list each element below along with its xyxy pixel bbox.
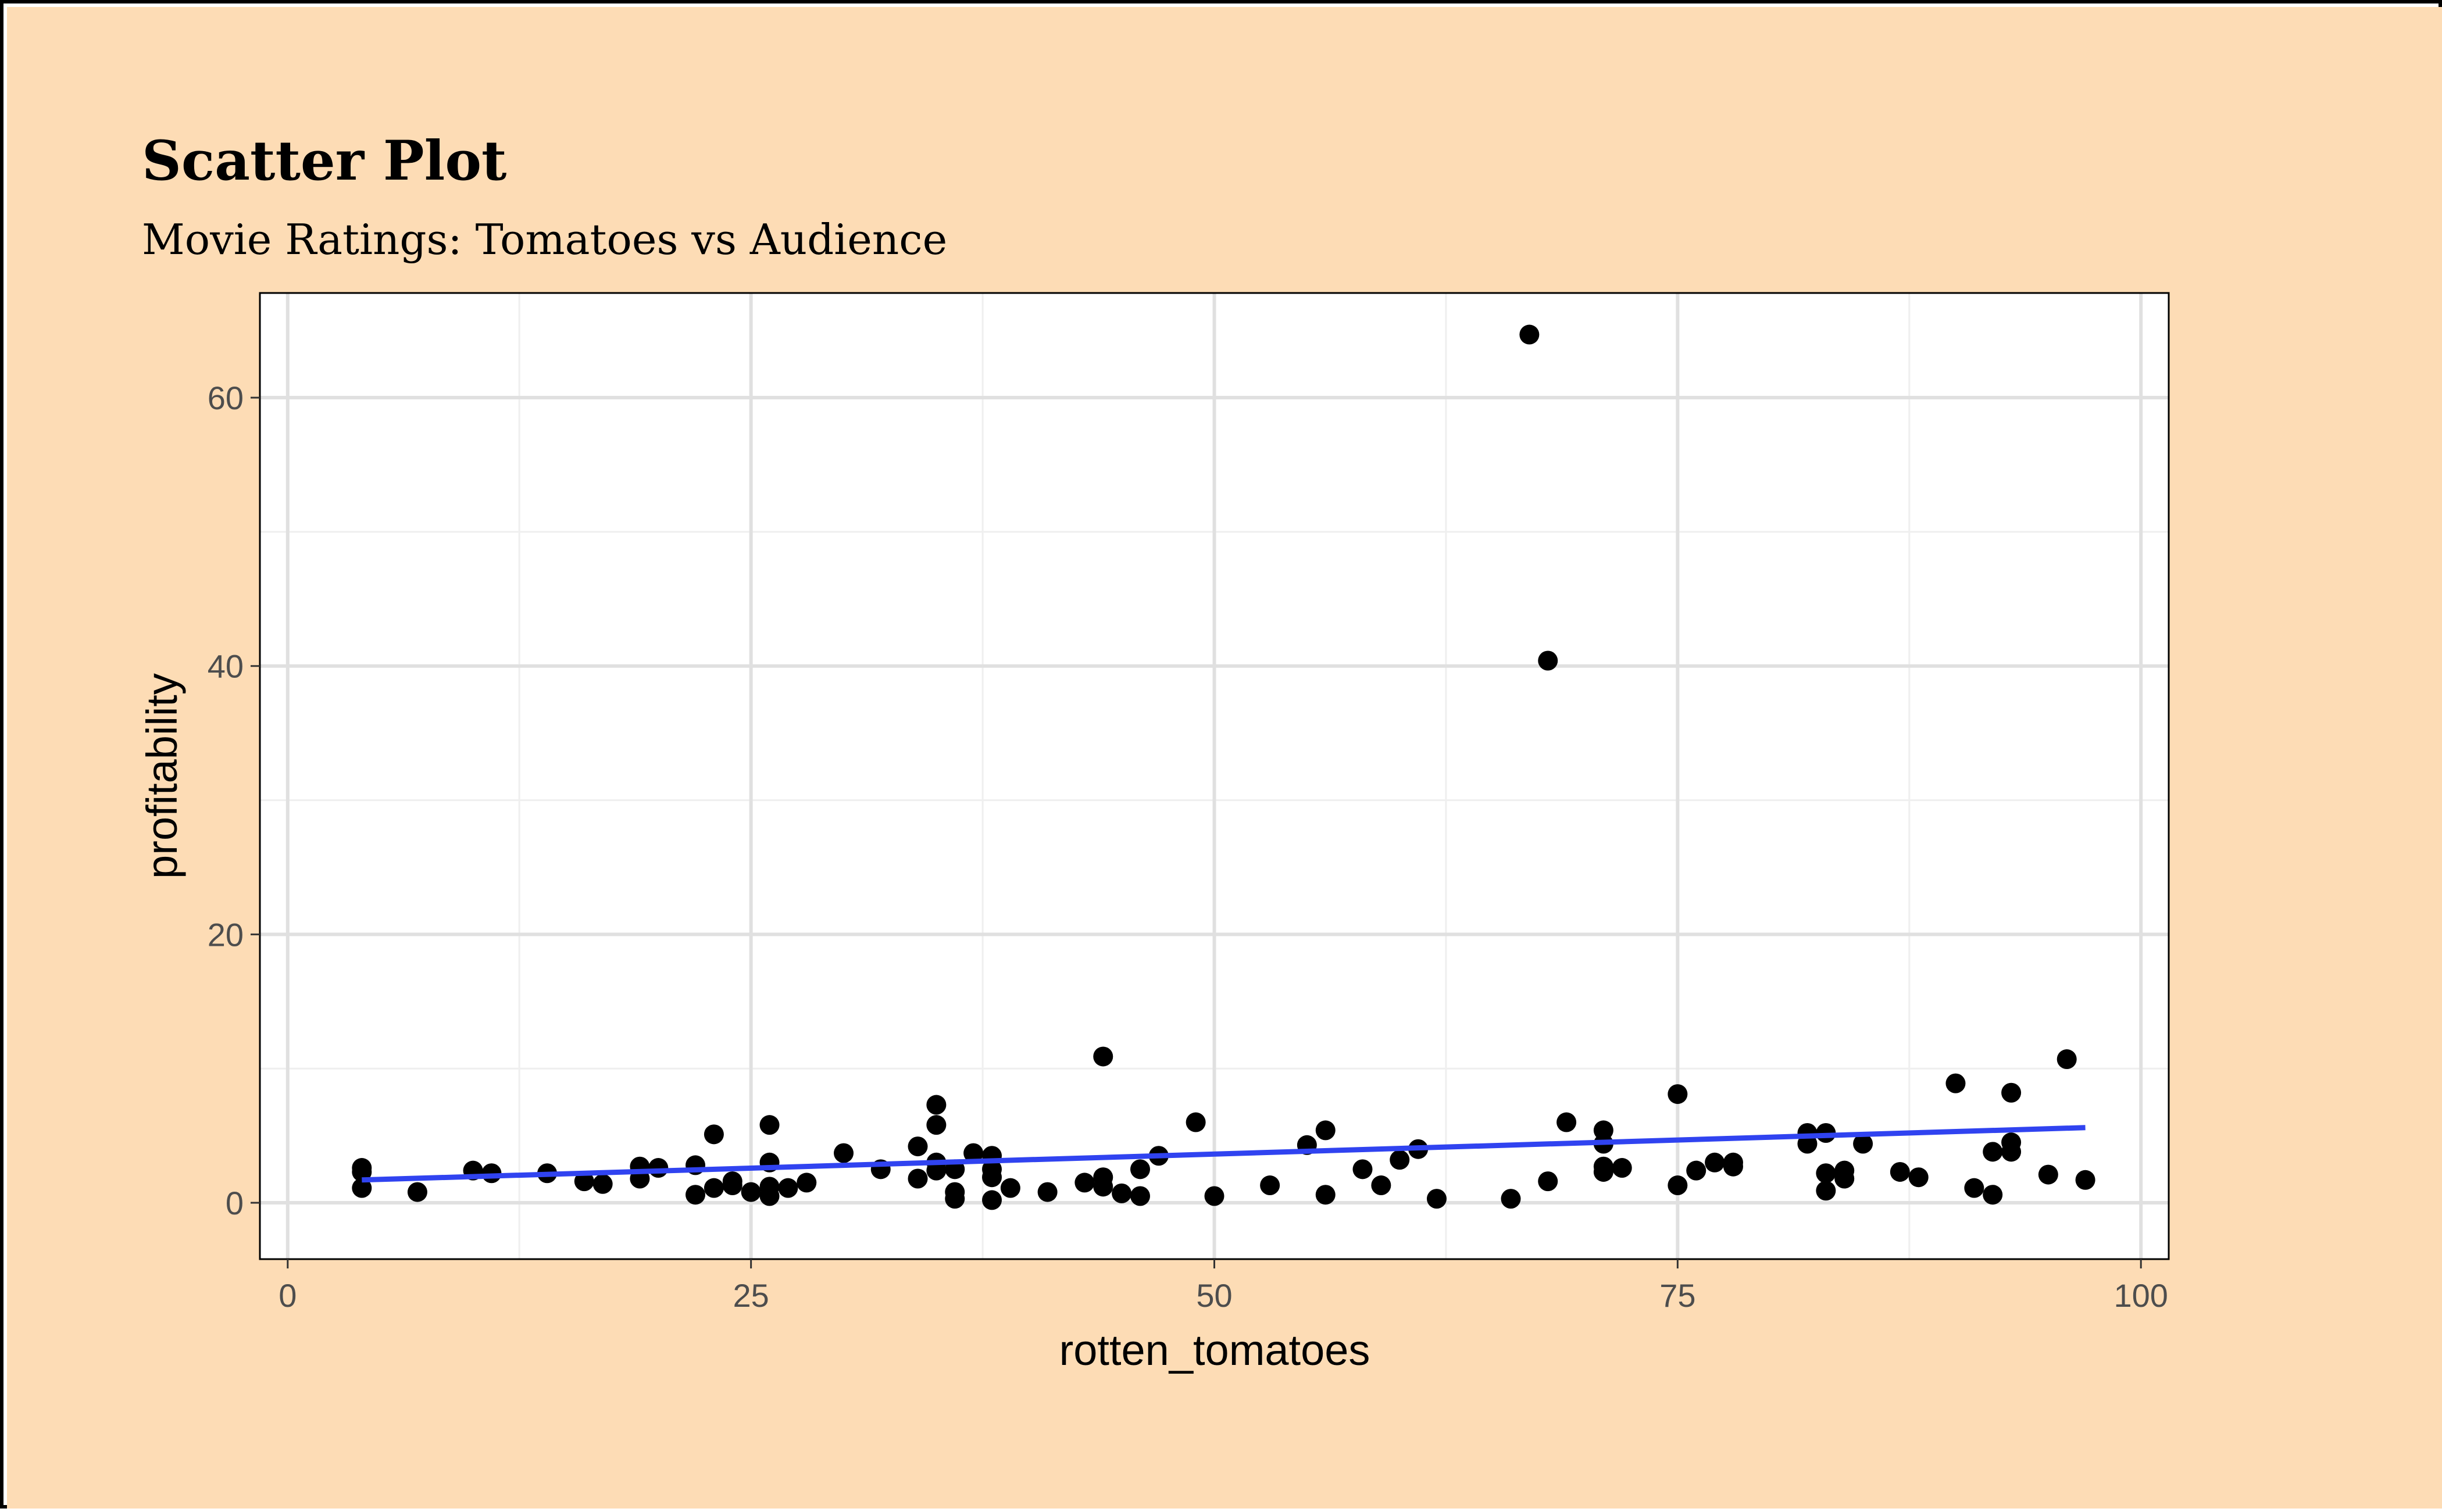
data-point bbox=[926, 1160, 947, 1181]
data-point bbox=[1908, 1167, 1929, 1188]
x-tick-label: 50 bbox=[1196, 1277, 1232, 1314]
data-point bbox=[704, 1124, 724, 1145]
data-point bbox=[1519, 324, 1540, 345]
axes: 0 25 50 75 100 0 20 40 60 bbox=[208, 380, 2168, 1314]
x-tick-label: 25 bbox=[733, 1277, 769, 1314]
data-point bbox=[834, 1143, 854, 1163]
data-point bbox=[1890, 1161, 1910, 1182]
data-point bbox=[722, 1175, 742, 1196]
data-point bbox=[741, 1182, 761, 1202]
data-point bbox=[1315, 1120, 1336, 1141]
data-point bbox=[982, 1167, 1002, 1188]
data-point bbox=[1000, 1178, 1020, 1198]
data-point bbox=[1501, 1189, 1521, 1209]
data-point bbox=[1352, 1159, 1373, 1179]
data-point bbox=[1538, 1171, 1558, 1192]
data-point bbox=[1668, 1175, 1688, 1196]
data-point bbox=[592, 1174, 613, 1194]
data-point bbox=[2057, 1049, 2077, 1070]
data-point bbox=[797, 1173, 817, 1193]
data-point bbox=[1315, 1185, 1336, 1205]
data-point bbox=[1074, 1173, 1095, 1193]
data-point bbox=[2038, 1164, 2058, 1185]
data-point bbox=[908, 1136, 928, 1157]
y-axis-title: profitability bbox=[138, 673, 186, 879]
data-point bbox=[352, 1161, 372, 1182]
data-point bbox=[963, 1143, 984, 1163]
data-point bbox=[759, 1186, 780, 1206]
data-point bbox=[1093, 1046, 1113, 1067]
x-tick-label: 0 bbox=[279, 1277, 297, 1314]
trend-layer bbox=[362, 1125, 2086, 1183]
data-point bbox=[352, 1178, 372, 1198]
data-point bbox=[759, 1115, 780, 1135]
data-point bbox=[648, 1158, 669, 1178]
data-point bbox=[407, 1182, 427, 1202]
gridlines bbox=[260, 293, 2169, 1259]
data-point bbox=[1612, 1158, 1632, 1178]
data-point bbox=[2001, 1142, 2022, 1162]
data-point bbox=[1705, 1152, 1725, 1173]
data-point bbox=[1390, 1150, 1410, 1170]
data-point bbox=[1186, 1112, 1206, 1132]
y-tick-label: 0 bbox=[226, 1185, 244, 1221]
data-point bbox=[908, 1168, 928, 1189]
data-point bbox=[926, 1115, 947, 1135]
data-point bbox=[1130, 1186, 1151, 1206]
data-point bbox=[686, 1185, 706, 1205]
x-tick-label: 75 bbox=[1659, 1277, 1695, 1314]
data-points bbox=[352, 324, 2095, 1210]
data-point bbox=[1983, 1142, 2003, 1162]
data-point bbox=[945, 1189, 965, 1209]
data-point bbox=[1371, 1175, 1391, 1196]
data-point bbox=[1037, 1182, 1058, 1202]
data-point bbox=[926, 1095, 947, 1115]
x-tick-label: 100 bbox=[2113, 1277, 2168, 1314]
data-point bbox=[1538, 650, 1558, 671]
data-point bbox=[704, 1178, 724, 1198]
data-point bbox=[1945, 1073, 1966, 1093]
data-point bbox=[1834, 1168, 1855, 1189]
data-point bbox=[982, 1190, 1002, 1210]
data-point bbox=[778, 1178, 798, 1198]
data-point bbox=[1853, 1134, 1873, 1154]
data-point bbox=[1593, 1161, 1613, 1182]
y-tick-label: 40 bbox=[208, 648, 244, 685]
y-tick-label: 60 bbox=[208, 380, 244, 416]
data-point bbox=[1204, 1186, 1224, 1206]
data-point bbox=[574, 1171, 594, 1192]
data-point bbox=[1964, 1178, 1984, 1198]
data-point bbox=[1556, 1112, 1577, 1132]
data-point bbox=[1093, 1177, 1113, 1197]
y-tick-label: 20 bbox=[208, 916, 244, 953]
data-point bbox=[1723, 1156, 1743, 1177]
data-point bbox=[1686, 1160, 1706, 1181]
x-axis-title: rotten_tomatoes bbox=[1059, 1326, 1370, 1374]
trend-line bbox=[362, 1125, 2086, 1183]
chart-subtitle: Movie Ratings: Tomatoes vs Audience bbox=[142, 215, 947, 264]
data-point bbox=[1260, 1175, 1280, 1196]
data-point bbox=[1983, 1185, 2003, 1205]
data-point bbox=[1816, 1163, 1836, 1184]
scatter-chart: Scatter Plot Movie Ratings: Tomatoes vs … bbox=[7, 7, 2442, 1509]
data-point bbox=[1112, 1183, 1132, 1203]
data-point bbox=[2001, 1082, 2022, 1103]
data-point bbox=[1668, 1084, 1688, 1104]
data-point bbox=[1816, 1181, 1836, 1201]
data-point bbox=[1426, 1189, 1447, 1209]
data-point bbox=[2075, 1170, 2095, 1190]
chart-title: Scatter Plot bbox=[142, 129, 506, 193]
data-point bbox=[1130, 1159, 1151, 1179]
